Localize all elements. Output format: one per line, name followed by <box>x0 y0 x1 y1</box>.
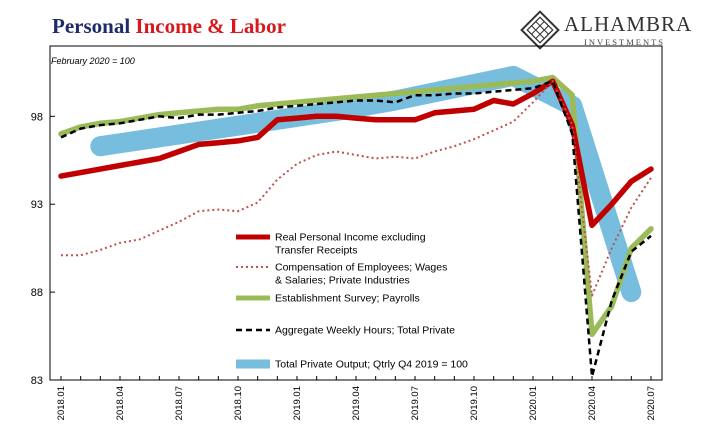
legend-label-line: & Salaries; Private Industries <box>275 275 410 287</box>
series-layer <box>58 74 654 378</box>
legend-label-3: Aggregate Weekly Hours; Total Private <box>275 325 455 337</box>
legend-label-2: Establishment Survey; Payrolls <box>275 293 420 305</box>
x-tick-label: 2019.10 <box>469 386 480 420</box>
x-tick-label: 2018.10 <box>233 386 244 420</box>
legend-label-line: Establishment Survey; Payrolls <box>275 293 420 305</box>
x-tick-label: 2018.04 <box>115 386 126 420</box>
y-tick-label: 98 <box>31 111 43 123</box>
brand-logo: ALHAMBRA INVESTMENTS <box>520 10 700 50</box>
legend-label-4: Total Private Output; Qtrly Q4 2019 = 10… <box>275 359 468 371</box>
brand-subtitle: INVESTMENTS <box>584 37 666 47</box>
series-line-3 <box>60 79 652 378</box>
x-tick-label: 2018.07 <box>174 386 185 420</box>
legend-label-0: Real Personal Income excluding Transfer R… <box>275 232 426 257</box>
series-line-4 <box>90 65 642 303</box>
x-tick-label: 2019.01 <box>292 386 303 420</box>
diamond-logo-icon <box>520 10 560 50</box>
x-tick-label: 2020.04 <box>587 386 598 420</box>
chart-title-part1: Personal <box>52 14 131 38</box>
axis-layer: 83 88 93 98 2018.01 2018.04 2018.07 2018.10 2019… <box>31 111 657 420</box>
chart-title-part2: Income & Labor <box>135 14 286 38</box>
x-tick-label: 2019.04 <box>351 386 362 420</box>
chart-title: Personal Income & Labor <box>52 14 286 39</box>
band-layer <box>90 65 642 303</box>
series-line-1 <box>61 80 652 297</box>
y-tick-label: 88 <box>31 287 43 299</box>
legend-label-line: Compensation of Employees; Wages <box>275 262 447 274</box>
legend-label-line: Aggregate Weekly Hours; Total Private <box>275 325 455 337</box>
brand-name: ALHAMBRA <box>564 12 693 36</box>
legend-label-1: Compensation of Employees; Wages & Salari… <box>275 262 447 287</box>
series-line-2 <box>58 74 654 338</box>
legend-label-line: Real Personal Income excluding <box>275 232 426 244</box>
y-tick-label: 83 <box>31 375 43 387</box>
legend-label-line: Total Private Output; Qtrly Q4 2019 = 10… <box>275 359 468 371</box>
x-tick-label: 2018.01 <box>56 386 67 420</box>
y-tick-label: 93 <box>31 199 43 211</box>
x-tick-label: 2019.07 <box>410 386 421 420</box>
x-tick-label: 2020.07 <box>646 386 657 420</box>
x-tick-label: 2020.01 <box>528 386 539 420</box>
legend-label-line: Transfer Receipts <box>275 245 357 257</box>
legend: Real Personal Income excluding Transfer R… <box>236 232 468 371</box>
index-note: February 2020 = 100 <box>51 56 135 66</box>
